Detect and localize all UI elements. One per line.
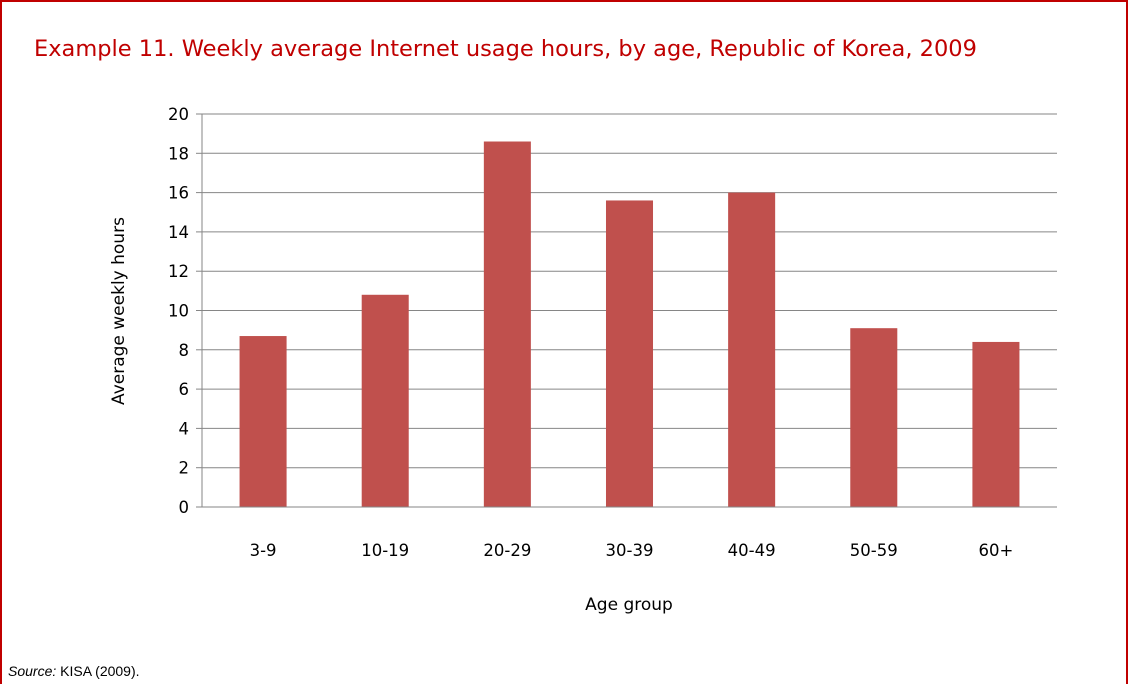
x-tick-label: 3-9	[250, 541, 277, 560]
y-tick-label: 12	[168, 262, 189, 281]
y-axis-label: Average weekly hours	[109, 217, 129, 405]
bar-50-59	[850, 328, 898, 507]
x-tick-label: 40-49	[728, 541, 776, 560]
y-tick-label: 2	[179, 459, 190, 478]
bar-3-9	[239, 336, 287, 507]
bar-40-49	[728, 192, 776, 507]
source-label: Source:	[8, 663, 57, 679]
chart-title: Example 11. Weekly average Internet usag…	[34, 36, 977, 62]
x-tick-label: 30-39	[606, 541, 654, 560]
bar-30-39	[605, 200, 654, 507]
x-tick-labels: 3-9 10-19 20-29 30-39 40-49 50-59 60+	[250, 541, 1014, 560]
y-tick-label: 14	[168, 223, 189, 242]
y-tick-label: 8	[179, 341, 190, 360]
x-tick-label: 60+	[979, 541, 1014, 560]
y-tick-label: 20	[168, 105, 189, 124]
x-tick-label: 20-29	[483, 541, 531, 560]
axes	[196, 113, 1057, 508]
bars	[239, 141, 1020, 507]
bar-20-29	[483, 141, 531, 507]
y-tick-label: 16	[168, 184, 189, 203]
y-tick-labels: 0 2 4 6 8 10 12 14 16 18 20	[168, 105, 189, 517]
x-tick-label: 50-59	[850, 541, 898, 560]
bar-10-19	[361, 294, 409, 507]
y-tick-label: 18	[168, 144, 189, 163]
x-tick-label: 10-19	[361, 541, 409, 560]
y-tick-label: 10	[168, 302, 189, 321]
x-axis-label: Age group	[585, 595, 673, 615]
source-note: Source: KISA (2009).	[8, 663, 140, 679]
y-tick-label: 0	[179, 498, 190, 517]
y-tick-label: 6	[179, 380, 190, 399]
y-tick-label: 4	[179, 419, 190, 438]
source-text: KISA (2009).	[56, 663, 140, 679]
bar-60+	[972, 341, 1020, 507]
